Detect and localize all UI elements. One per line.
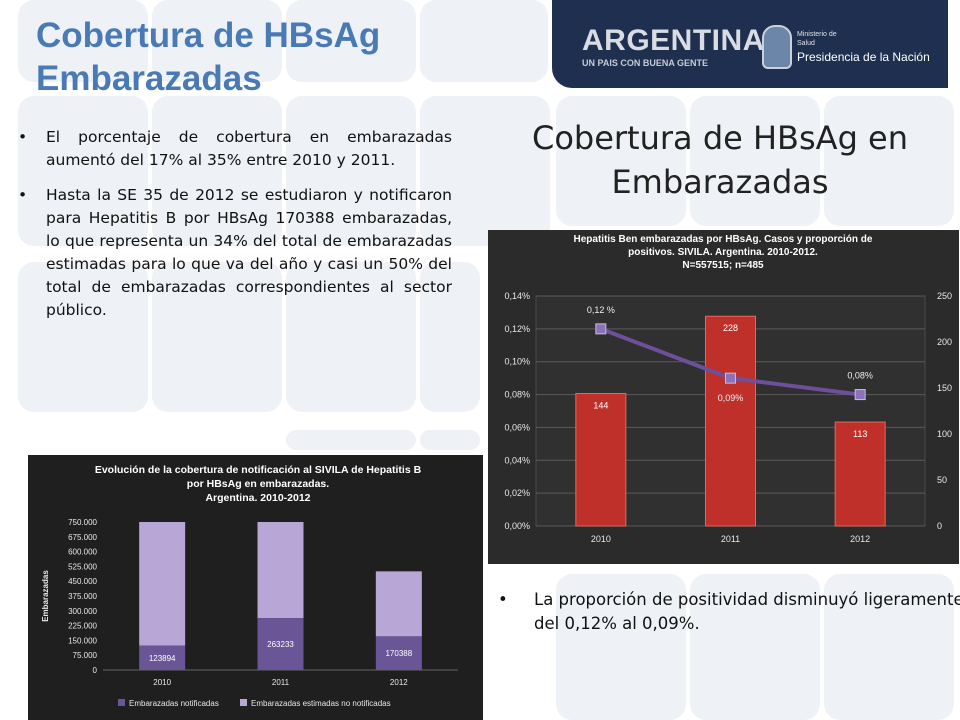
slide-title-line2: Embarazadas (36, 59, 262, 98)
bullet-item: El porcentaje de cobertura en embarazada… (12, 126, 452, 172)
bullet-item: La proporción de positividad disminuyó l… (498, 588, 960, 636)
background-tile (824, 96, 954, 226)
bar (575, 393, 627, 527)
y-left-tick-label: 0,06% (504, 422, 530, 432)
brand-tagline: UN PAIS CON BUENA GENTE (582, 58, 709, 68)
line-point (725, 372, 736, 384)
y-tick-label: 750.000 (68, 518, 97, 527)
stacked-bar-segment (257, 522, 304, 619)
y-left-tick-label: 0,04% (504, 455, 530, 465)
coat-of-arms-icon (762, 25, 792, 69)
x-tick-label: 2010 (591, 534, 611, 544)
y-tick-label: 75.000 (73, 651, 98, 660)
bar-data-label: 228 (723, 323, 738, 333)
y-left-tick-label: 0,12% (504, 324, 530, 334)
bar (705, 315, 756, 527)
bullet-item: Hasta la SE 35 de 2012 se estudiaron y n… (12, 184, 452, 322)
y-tick-label: 0 (93, 666, 98, 675)
legend-swatch (240, 699, 247, 706)
government-banner: ARGENTINA UN PAIS CON BUENA GENTE Minist… (552, 0, 948, 88)
background-tile (286, 0, 416, 82)
line-data-label: 0,08% (847, 371, 873, 381)
ministry-line2: Salud (797, 40, 815, 47)
line-data-label: 0,12 % (587, 305, 615, 315)
background-tile (286, 430, 416, 450)
y-tick-label: 675.000 (68, 533, 97, 542)
y-left-tick-label: 0,02% (504, 488, 530, 498)
stacked-bar-segment (139, 645, 186, 670)
slide-title: Cobertura de HBsAg Embarazadas (36, 14, 380, 100)
positivity-chart: Hepatitis Ben embarazadas por HBsAg. Cas… (488, 230, 959, 564)
chart-section-title-line1: Cobertura de HBsAg en (531, 119, 909, 157)
background-tile (690, 96, 820, 226)
coverage-chart-title: Evolución de la cobertura de notificació… (48, 463, 468, 505)
y-left-tick-label: 0,10% (504, 357, 530, 367)
y-tick-label: 150.000 (68, 636, 97, 645)
bar-data-label: 144 (593, 401, 608, 411)
ministry-line1: Ministerio de (797, 31, 837, 38)
background-tile (18, 0, 148, 82)
y-tick-label: 450.000 (68, 577, 97, 586)
x-tick-label: 2012 (850, 534, 870, 544)
coverage-chart-title-line: por HBsAg en embarazadas. (186, 478, 330, 490)
chart-section-title-line2: Embarazadas (611, 163, 829, 201)
coverage-chart: Evolución de la cobertura de notificació… (28, 455, 483, 720)
y-tick-label: 525.000 (68, 562, 97, 571)
positivity-chart-title-line: positivos. SIVILA. Argentina. 2010-2012. (628, 247, 818, 258)
legend-label: Embarazadas estimadas no notificadas (251, 699, 391, 708)
y-left-tick-label: 0,14% (504, 291, 530, 301)
line-data-label: 0,09% (718, 393, 744, 403)
bullet-list: El porcentaje de cobertura en embarazada… (12, 126, 452, 334)
positivity-chart-svg: 0,00% 0,02% 0,04% 0,06% 0,08% 0,10% 0,12% 0,14%… (504, 291, 952, 544)
x-tick-label: 2012 (390, 678, 408, 687)
x-tick-label: 2010 (153, 678, 171, 687)
y-right-tick-label: 100 (937, 429, 952, 439)
positivity-chart-title: Hepatitis Ben embarazadas por HBsAg. Cas… (528, 233, 918, 272)
legend-label: Embarazadas notificadas (129, 699, 219, 708)
y-left-tick-label: 0,08% (504, 390, 530, 400)
positivity-chart-title-line: N=557515; n=485 (682, 260, 764, 271)
chart-section-title: Cobertura de HBsAg en Embarazadas (490, 116, 950, 204)
y-right-tick-label: 150 (937, 383, 952, 393)
y-left-tick-label: 0,00% (504, 521, 530, 531)
y-tick-label: 225.000 (68, 622, 97, 631)
x-tick-label: 2011 (272, 678, 290, 687)
y-right-tick-label: 50 (937, 475, 947, 485)
background-tile (556, 96, 686, 226)
bar (834, 421, 886, 527)
background-tile (152, 0, 282, 82)
line-point (854, 389, 866, 401)
bar-data-label: 263233 (267, 640, 294, 649)
stacked-bar-segment (257, 618, 304, 670)
y-tick-label: 300.000 (68, 607, 97, 616)
y-tick-label: 600.000 (68, 548, 97, 557)
stacked-bar-segment (375, 636, 422, 670)
y-axis-label: Embarazadas (41, 570, 50, 622)
y-tick-label: 375.000 (68, 592, 97, 601)
y-right-tick-label: 0 (937, 521, 942, 531)
line-point (595, 323, 607, 335)
bar-data-label: 123894 (149, 654, 176, 663)
bar-data-label: 113 (853, 429, 867, 439)
y-right-tick-label: 200 (937, 337, 952, 347)
positivity-chart-title-line: Hepatitis Ben embarazadas por HBsAg. Cas… (573, 234, 873, 245)
coverage-chart-title-line: Argentina. 2010-2012 (205, 492, 311, 504)
background-tile (420, 0, 548, 82)
bar-data-label: 170388 (385, 649, 412, 658)
x-tick-label: 2011 (721, 534, 740, 544)
coverage-chart-title-line: Evolución de la cobertura de notificació… (94, 464, 422, 476)
brand-logo-text: ARGENTINA (582, 24, 765, 57)
ministry-label: Ministerio de Salud (797, 30, 837, 48)
legend-swatch (118, 699, 125, 706)
stacked-bar-segment (139, 522, 186, 646)
y-right-tick-label: 250 (937, 291, 952, 301)
coverage-chart-svg: 750.000 675.000 600.000 525.000 450.000 375.0… (41, 518, 458, 708)
ministry-name: Presidencia de la Nación (797, 50, 930, 64)
stacked-bar-segment (375, 571, 422, 637)
background-tile (420, 430, 480, 450)
slide-title-line1: Cobertura de HBsAg (36, 16, 381, 55)
